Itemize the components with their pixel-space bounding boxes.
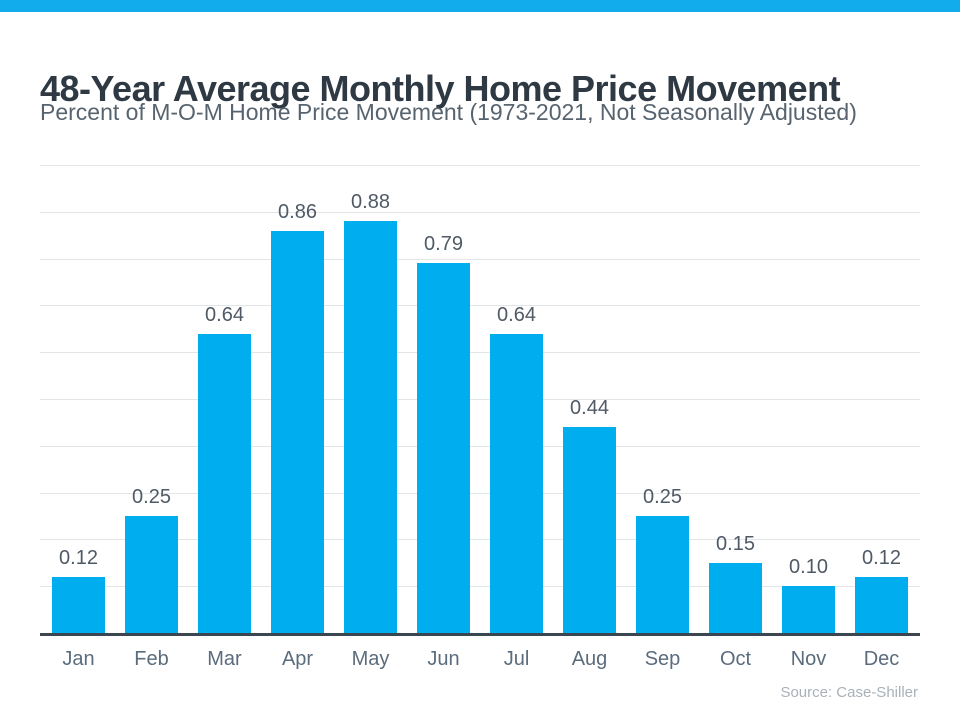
value-label-feb: 0.25 <box>132 486 171 508</box>
value-label-nov: 0.10 <box>789 556 828 579</box>
bar-jan <box>52 576 105 633</box>
bar-jun <box>417 263 470 633</box>
value-label-sep: 0.25 <box>643 486 682 508</box>
bar-may <box>344 221 397 633</box>
chart-subtitle: Percent of M-O-M Home Price Movement (19… <box>40 99 857 125</box>
gridline <box>40 305 920 307</box>
gridline <box>40 539 920 541</box>
x-axis-line <box>40 633 920 636</box>
x-tick-may: May <box>351 648 390 670</box>
value-label-dec: 0.12 <box>862 546 901 569</box>
x-tick-mar: Mar <box>207 648 242 670</box>
x-tick-nov: Nov <box>790 648 827 670</box>
x-tick-sep: Sep <box>644 648 681 670</box>
value-label-jan: 0.12 <box>59 546 98 569</box>
x-tick-jul: Jul <box>503 648 530 670</box>
x-tick-dec: Dec <box>863 648 900 670</box>
gridline <box>40 399 920 400</box>
x-tick-apr: Apr <box>281 648 314 670</box>
bar-dec <box>855 576 908 633</box>
value-label-apr: 0.86 <box>278 200 317 223</box>
value-label-jul: 0.64 <box>497 303 536 326</box>
x-tick-jan: Jan <box>62 648 95 670</box>
gridline <box>40 211 920 213</box>
bar-apr <box>271 230 324 633</box>
value-label-jun: 0.79 <box>424 233 463 256</box>
value-label-may: 0.88 <box>351 191 390 214</box>
x-axis-labels: Jan Feb Mar Apr May Jun Jul Aug Sep Oct Nov Dec <box>40 648 920 674</box>
x-tick-feb: Feb <box>134 648 169 670</box>
gridline <box>40 258 920 260</box>
bar-chart-plot-area: 0.12 0.25 0.64 0.86 0.88 0.79 0.64 0.44 0.25 0.15… <box>40 165 920 633</box>
gridline <box>40 492 920 494</box>
source-credit: Source: Case-Shiller <box>780 684 918 701</box>
bar-feb <box>125 516 178 633</box>
gridline <box>40 165 920 166</box>
bar-aug <box>563 427 616 633</box>
x-tick-aug: Aug <box>571 648 608 670</box>
bar-oct <box>709 562 762 633</box>
bar-nov <box>782 586 835 633</box>
gridline <box>40 445 920 447</box>
top-accent-bar <box>0 0 960 12</box>
value-label-aug: 0.44 <box>570 397 609 420</box>
x-tick-oct: Oct <box>719 648 752 670</box>
gridline <box>40 586 920 588</box>
gridline <box>40 352 920 354</box>
bar-sep <box>636 516 689 633</box>
value-label-mar: 0.64 <box>205 303 244 326</box>
x-tick-jun: Jun <box>427 648 460 670</box>
value-label-oct: 0.15 <box>716 532 755 555</box>
bar-mar <box>198 333 251 633</box>
chart-title: 48-Year Average Monthly Home Price Movem… <box>40 68 841 110</box>
bar-jul <box>490 333 543 633</box>
